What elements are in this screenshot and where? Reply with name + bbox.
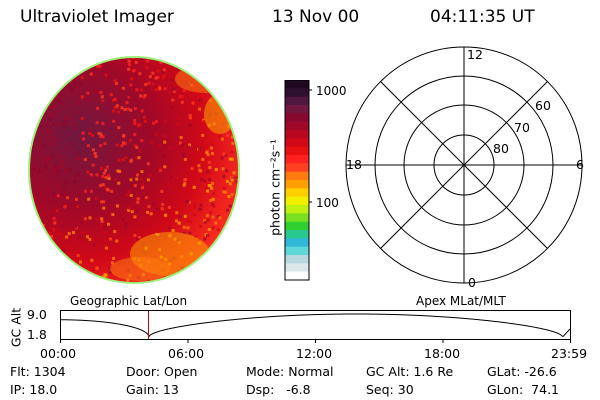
colorbar-unit-label: photon cm⁻²s⁻¹ bbox=[267, 139, 283, 236]
colorbar-band bbox=[285, 221, 309, 231]
colorbar-band bbox=[285, 230, 309, 239]
door-status: Door: Open bbox=[126, 364, 198, 379]
orbit-plot bbox=[60, 310, 571, 343]
colorbar-band bbox=[285, 105, 309, 114]
colorbar-band bbox=[285, 96, 309, 106]
glon-value: GLon: 74.1 bbox=[487, 382, 559, 397]
colorbar-band bbox=[285, 246, 309, 256]
x-tick-1200: 12:00 bbox=[296, 346, 333, 361]
glat-value: GLat: -26.6 bbox=[487, 364, 557, 379]
polar-diagonal-2 bbox=[380, 81, 548, 249]
colorbar-tick-1000: 1000 bbox=[316, 84, 347, 98]
colorbar-band bbox=[285, 121, 309, 131]
colorbar bbox=[284, 80, 312, 281]
colorbar-band bbox=[285, 88, 309, 98]
date-label: 13 Nov 00 bbox=[272, 7, 360, 27]
colorbar-band bbox=[285, 238, 309, 248]
gc-alt-value: GC Alt: 1.6 Re bbox=[366, 364, 454, 379]
colorbar-band bbox=[285, 80, 309, 89]
y-tick-top: 9.0 bbox=[27, 307, 47, 322]
lat-label-70: 70 bbox=[514, 120, 530, 135]
lat-label-80: 80 bbox=[493, 141, 509, 156]
colorbar-band bbox=[285, 188, 309, 198]
altitude-curve bbox=[60, 313, 571, 338]
ip-value: IP: 18.0 bbox=[10, 382, 58, 397]
colorbar-tick-100: 100 bbox=[316, 196, 339, 210]
y-axis-label: GC Alt bbox=[8, 307, 24, 348]
seq-value: Seq: 30 bbox=[366, 382, 414, 397]
apex-title: Apex MLat/MLT bbox=[416, 294, 506, 308]
lat-label-60: 60 bbox=[535, 98, 551, 113]
mode-value: Mode: Normal bbox=[246, 364, 334, 379]
colorbar-band bbox=[285, 113, 309, 123]
time-label: 04:11:35 UT bbox=[430, 7, 535, 27]
instrument-title: Ultraviolet Imager bbox=[20, 7, 174, 27]
x-tick-1800: 18:00 bbox=[424, 346, 461, 361]
mlt-label-18: 18 bbox=[346, 157, 362, 172]
colorbar-band bbox=[285, 205, 309, 214]
colorbar-band bbox=[285, 130, 309, 139]
colorbar-band bbox=[285, 155, 309, 164]
colorbar-band bbox=[285, 196, 309, 206]
x-tick-2359: 23:59 bbox=[551, 346, 588, 361]
polar-grid bbox=[345, 46, 583, 284]
colorbar-band bbox=[285, 146, 309, 156]
mlt-label-12: 12 bbox=[467, 47, 483, 62]
flight-number: Flt: 1304 bbox=[10, 364, 66, 379]
x-tick-0600: 06:00 bbox=[168, 346, 205, 361]
colorbar-band bbox=[285, 271, 309, 281]
mlt-label-6: 6 bbox=[576, 157, 584, 172]
colorbar-band bbox=[285, 163, 309, 173]
colorbar-band bbox=[285, 138, 309, 148]
orbit-plot-frame bbox=[60, 310, 571, 340]
colorbar-band bbox=[285, 180, 309, 189]
y-tick-bottom: 1.8 bbox=[27, 327, 47, 342]
uv-image-disk bbox=[28, 56, 240, 284]
colorbar-band bbox=[285, 213, 309, 223]
colorbar-band bbox=[285, 255, 309, 264]
mlt-label-0: 0 bbox=[468, 275, 476, 290]
gain-value: Gain: 13 bbox=[126, 382, 179, 397]
x-tick-0000: 00:00 bbox=[40, 346, 77, 361]
colorbar-band bbox=[285, 263, 309, 273]
geographic-title: Geographic Lat/Lon bbox=[70, 294, 188, 308]
colorbar-band bbox=[285, 171, 309, 181]
dsp-value: Dsp: -6.8 bbox=[246, 382, 311, 397]
